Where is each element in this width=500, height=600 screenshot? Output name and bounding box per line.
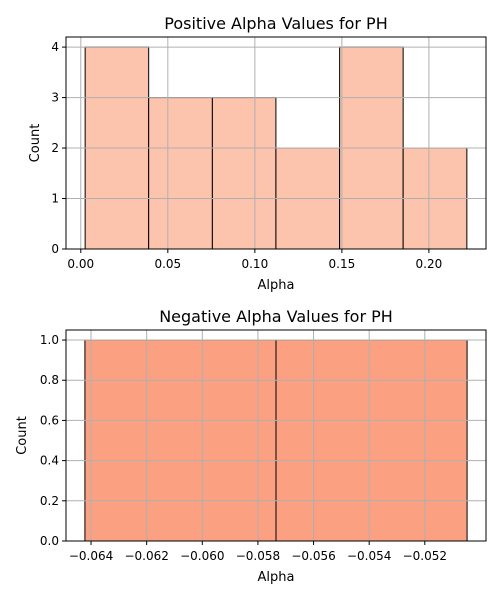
histogram-bar bbox=[275, 339, 468, 542]
x-tick-label: 0.10 bbox=[241, 257, 268, 271]
chart-1: 0.00 0.05 0.10 0.15 0.20 0 1 2 3 4 Positive Alpha … bbox=[28, 14, 487, 293]
y-tick-label: 0.4 bbox=[40, 454, 59, 468]
y-tick-label: 0.8 bbox=[40, 373, 59, 387]
x-tick-label: −0.064 bbox=[69, 549, 113, 563]
x-axis-label: Alpha bbox=[258, 570, 295, 585]
y-tick-label: 0.6 bbox=[40, 413, 59, 427]
histogram-bar bbox=[148, 97, 213, 250]
x-tick-label: −0.052 bbox=[403, 549, 447, 563]
y-axis-label: Count bbox=[28, 124, 43, 163]
axes-frame bbox=[65, 36, 487, 250]
y-tick-label: 2 bbox=[51, 141, 59, 155]
x-axis-label: Alpha bbox=[258, 278, 295, 293]
y-tick-label: 4 bbox=[51, 40, 59, 54]
y-tick-label: 0.0 bbox=[40, 534, 59, 548]
x-tick-label: −0.060 bbox=[180, 549, 224, 563]
y-tick-label: 0 bbox=[51, 242, 59, 256]
y-tick-label: 1.0 bbox=[40, 333, 59, 347]
x-tick-label: −0.056 bbox=[291, 549, 335, 563]
y-axis-label: Count bbox=[15, 416, 30, 455]
x-tick-label: −0.058 bbox=[236, 549, 280, 563]
chart-title: Negative Alpha Values for PH bbox=[159, 307, 393, 326]
x-tick-label: 0.20 bbox=[416, 257, 443, 271]
x-tick-label: −0.062 bbox=[124, 549, 168, 563]
x-tick-label: 0.05 bbox=[154, 257, 181, 271]
y-tick-label: 3 bbox=[51, 91, 59, 105]
chart-2: −0.064 −0.062 −0.060 −0.058 −0.056 −0.054 −0.0… bbox=[15, 307, 487, 585]
chart-title: Positive Alpha Values for PH bbox=[164, 14, 387, 33]
histogram-bar bbox=[211, 97, 277, 250]
x-tick-label: −0.054 bbox=[347, 549, 391, 563]
y-tick-label: 0.2 bbox=[40, 494, 59, 508]
x-tick-label: 0.00 bbox=[67, 257, 94, 271]
axes-frame bbox=[65, 329, 487, 542]
x-tick-label: 0.15 bbox=[329, 257, 356, 271]
y-tick-label: 1 bbox=[51, 192, 59, 206]
histogram-bar bbox=[84, 339, 277, 542]
